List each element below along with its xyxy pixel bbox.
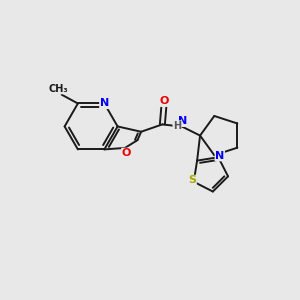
Text: CH₃: CH₃: [49, 84, 68, 94]
Text: N: N: [178, 116, 187, 126]
Text: O: O: [159, 96, 169, 106]
Text: H: H: [173, 121, 181, 131]
Text: S: S: [188, 175, 196, 185]
Text: N: N: [100, 98, 109, 109]
Text: O: O: [122, 148, 131, 158]
Text: N: N: [215, 151, 224, 161]
